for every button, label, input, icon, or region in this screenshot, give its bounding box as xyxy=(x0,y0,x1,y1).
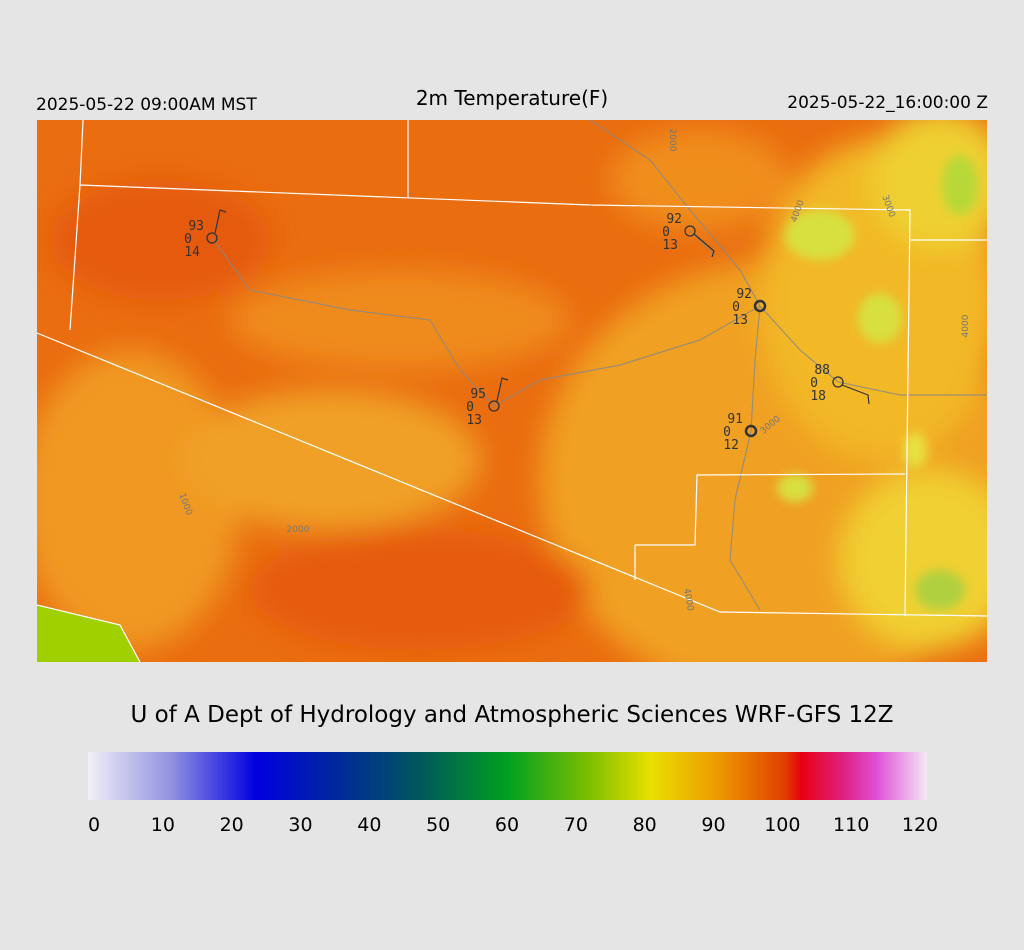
station-dewpoint: 18 xyxy=(810,389,826,404)
station-marker xyxy=(753,299,767,313)
colorbar xyxy=(88,752,927,800)
contour-label: 2000 xyxy=(667,129,677,152)
station-pressure: 0 xyxy=(723,425,731,440)
contour-label: 4000 xyxy=(681,588,695,613)
station-pressure: 0 xyxy=(662,225,670,240)
colorbar-tick-label: 50 xyxy=(426,814,450,836)
contour-label: 2000 xyxy=(287,525,310,535)
colorbar-tick-label: 70 xyxy=(564,814,588,836)
colorbar-tick-label: 100 xyxy=(764,814,800,836)
station-marker xyxy=(832,376,844,388)
station-marker xyxy=(206,232,218,244)
station-temperature: 88 xyxy=(814,363,830,378)
station-dewpoint: 12 xyxy=(723,438,739,453)
colorbar-tick-label: 110 xyxy=(833,814,869,836)
valid-time-local: 2025-05-22 09:00AM MST xyxy=(36,95,257,115)
colorbar-tick-label: 0 xyxy=(88,814,100,836)
colorbar-tick-label: 80 xyxy=(633,814,657,836)
map-title: 2m Temperature(F) xyxy=(416,86,608,110)
wind-barb xyxy=(496,377,509,402)
wind-barb xyxy=(214,209,227,234)
wind-barb xyxy=(693,233,715,258)
station-dewpoint: 14 xyxy=(184,245,200,260)
contour-label: 4000 xyxy=(961,314,971,337)
station-dewpoint: 13 xyxy=(466,413,482,428)
station-temperature: 92 xyxy=(666,212,682,227)
station-marker xyxy=(684,225,696,237)
colorbar-tick-label: 30 xyxy=(288,814,312,836)
station-pressure: 0 xyxy=(732,300,740,315)
station-pressure: 0 xyxy=(184,232,192,247)
colorbar-tick-label: 10 xyxy=(151,814,175,836)
valid-time-utc: 2025-05-22_16:00:00 Z xyxy=(787,93,988,113)
wind-barb xyxy=(841,384,870,405)
station-temperature: 91 xyxy=(727,412,743,427)
credit: U of A Dept of Hydrology and Atmospheric… xyxy=(130,702,893,728)
station-dewpoint: 13 xyxy=(732,313,748,328)
station-marker xyxy=(488,400,500,412)
station-pressure: 0 xyxy=(466,400,474,415)
station-dewpoint: 13 xyxy=(662,238,678,253)
station-marker xyxy=(744,424,758,438)
colorbar-tick-label: 20 xyxy=(220,814,244,836)
station-temperature: 92 xyxy=(736,287,752,302)
station-pressure: 0 xyxy=(810,376,818,391)
station-temperature: 95 xyxy=(470,387,486,402)
map xyxy=(37,120,987,662)
colorbar-tick-label: 90 xyxy=(701,814,725,836)
colorbar-tick-label: 60 xyxy=(495,814,519,836)
colorbar-tick-label: 120 xyxy=(902,814,938,836)
colorbar-tick-label: 40 xyxy=(357,814,381,836)
station-temperature: 93 xyxy=(188,219,204,234)
